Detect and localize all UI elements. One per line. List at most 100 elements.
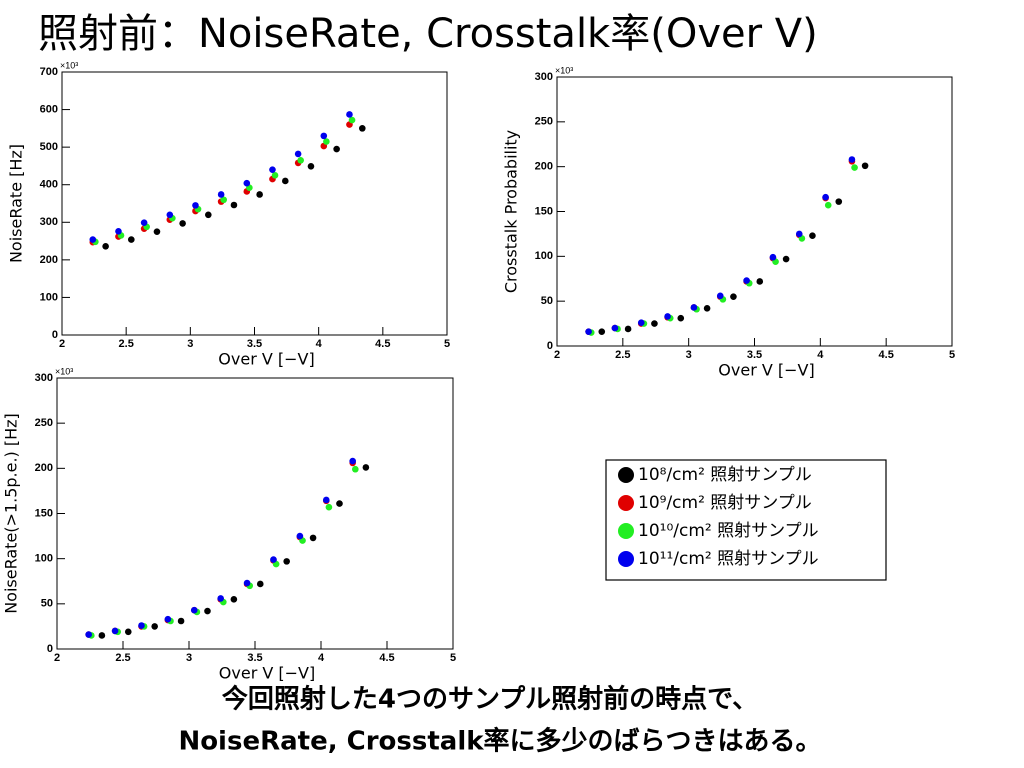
y-tick-label: 150 (35, 507, 53, 519)
y-axis-label: Crosstalk Probability (502, 130, 521, 293)
y-tick-label: 0 (47, 643, 53, 655)
data-point (362, 464, 370, 471)
y-tick-label: 100 (40, 291, 58, 303)
x-tick-label: 3.5 (247, 652, 262, 664)
x-tick-label: 4 (817, 349, 824, 361)
y-tick-label: 50 (541, 295, 553, 307)
x-tick-label: 2.5 (119, 338, 134, 350)
x-tick-label: 2 (59, 338, 65, 350)
plot-frame (556, 76, 953, 347)
data-point (297, 156, 305, 164)
data-point (782, 255, 790, 263)
x-tick-label: 3 (186, 652, 192, 664)
data-point (294, 150, 302, 158)
legend-marker (618, 495, 634, 511)
data-point (348, 116, 356, 124)
y-tick-label: 500 (40, 141, 58, 153)
legend-label: 10¹⁰/cm² 照射サンプル (638, 521, 819, 541)
data-point (651, 320, 658, 327)
y-tick-label: 0 (547, 340, 553, 352)
x-tick-label: 2 (554, 349, 560, 361)
data-point (205, 211, 212, 219)
y-tick-label: 400 (40, 179, 58, 191)
data-point (323, 138, 330, 145)
data-point (309, 534, 317, 542)
data-point (204, 607, 211, 615)
y-tick-label: 600 (40, 103, 58, 115)
x-axis-label: Over V [−V] (218, 350, 314, 369)
data-point (349, 457, 356, 465)
data-point (703, 305, 711, 312)
slide-title: 照射前：NoiseRate, Crosstalk率(Over V) (38, 11, 818, 57)
x-tick-label: 4 (318, 652, 325, 664)
legend-marker (618, 467, 634, 483)
legend-label: 10¹¹/cm² 照射サンプル (638, 549, 819, 569)
y-multiplier: ×10³ (60, 60, 78, 70)
y-multiplier: ×10³ (555, 65, 573, 75)
data-point (89, 236, 97, 243)
data-point (217, 191, 225, 198)
data-point (637, 319, 645, 326)
data-point (230, 596, 238, 603)
data-point (851, 164, 858, 171)
y-tick-label: 300 (535, 71, 553, 83)
data-point (256, 580, 264, 588)
data-point (220, 196, 227, 204)
x-tick-label: 3.5 (747, 349, 762, 361)
data-point (824, 201, 832, 209)
data-point (320, 132, 328, 140)
data-point (756, 278, 764, 285)
data-point (256, 191, 263, 198)
y-multiplier: ×10³ (55, 366, 73, 376)
data-point (848, 156, 856, 163)
data-point (128, 236, 135, 243)
y-tick-label: 200 (40, 254, 58, 266)
data-point (611, 324, 619, 332)
data-point (359, 125, 366, 132)
data-point (124, 628, 132, 636)
y-tick-label: 250 (35, 417, 53, 429)
data-point (177, 617, 185, 625)
plot-frame (61, 71, 448, 336)
data-point (138, 622, 145, 629)
x-tick-label: 2.5 (115, 652, 130, 664)
x-tick-label: 3.5 (247, 338, 262, 350)
x-tick-label: 2.5 (615, 349, 630, 361)
data-point (102, 243, 109, 250)
data-point (307, 163, 315, 170)
data-point (598, 328, 606, 335)
caption-line: 今回照射した4つのサンプル照射前の時点で、 (222, 684, 758, 715)
data-point (192, 202, 199, 209)
x-tick-label: 4.5 (879, 349, 894, 361)
plot-frame (56, 377, 454, 650)
data-point (352, 465, 359, 473)
data-point (230, 201, 238, 209)
y-tick-label: 100 (35, 553, 53, 565)
x-tick-label: 4 (316, 338, 323, 350)
data-point (190, 606, 198, 614)
data-point (166, 211, 174, 219)
data-point (111, 627, 119, 635)
data-point (270, 556, 277, 563)
data-point (140, 219, 148, 226)
data-point (585, 328, 592, 335)
data-point (822, 193, 829, 201)
x-axis-label: Over V [−V] (718, 361, 814, 380)
x-tick-label: 3 (686, 349, 692, 361)
data-point (795, 230, 803, 238)
legend-marker (618, 551, 634, 567)
data-point (217, 595, 224, 602)
data-point (624, 325, 632, 333)
y-tick-label: 200 (535, 161, 553, 173)
data-point (164, 615, 172, 623)
data-point (346, 111, 353, 118)
data-point (809, 232, 816, 240)
caption-line: NoiseRate, Crosstalk率に多少のばらつきはある。 (178, 726, 821, 757)
data-point (85, 631, 92, 638)
x-tick-label: 5 (949, 349, 955, 361)
y-tick-label: 100 (535, 250, 553, 262)
data-point (743, 277, 750, 284)
y-tick-label: 0 (52, 329, 58, 341)
data-point (835, 198, 843, 205)
data-point (271, 172, 279, 179)
